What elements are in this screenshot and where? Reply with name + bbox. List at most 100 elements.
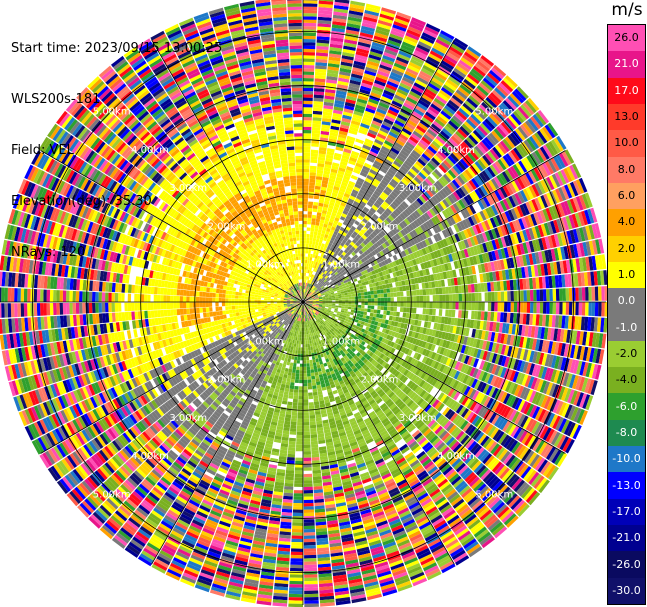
- ppi-gate: [315, 55, 328, 60]
- ppi-gate: [317, 277, 321, 281]
- ppi-gate: [353, 110, 364, 117]
- ppi-gate: [341, 213, 347, 218]
- ppi-gate: [430, 123, 442, 133]
- ppi-gate: [458, 302, 463, 310]
- ppi-gate: [338, 167, 346, 173]
- ppi-gate: [394, 59, 408, 68]
- ppi-gate: [368, 98, 379, 105]
- ppi-gate: [399, 307, 404, 313]
- ppi-gate: [471, 302, 476, 311]
- ppi-gate: [316, 36, 330, 41]
- ppi-gate: [340, 61, 353, 67]
- ppi-gate: [438, 112, 450, 123]
- ppi-gate: [312, 264, 315, 268]
- ppi-gate: [319, 271, 323, 275]
- ppi-gate: [401, 105, 413, 114]
- ppi-gate: [306, 233, 310, 238]
- ppi-gate: [559, 302, 563, 315]
- ppi-gate: [305, 246, 309, 251]
- ppi-gate: [356, 225, 362, 232]
- ppi-gate: [520, 290, 524, 302]
- ppi-gate: [315, 68, 327, 73]
- ppi-gate: [374, 302, 378, 306]
- ppi-gate: [303, 250, 306, 254]
- ppi-gate: [329, 50, 342, 55]
- ppi-gate: [370, 123, 381, 130]
- ppi-gate: [411, 17, 426, 26]
- ppi-gate: [364, 308, 368, 312]
- ppi-gate: [312, 274, 315, 279]
- ppi-gate: [367, 171, 376, 178]
- ppi-gate: [316, 269, 320, 273]
- ppi-gate: [422, 289, 427, 296]
- ppi-gate: [311, 218, 316, 222]
- ppi-gate: [387, 39, 401, 47]
- ppi-gate: [374, 138, 384, 146]
- ppi-gate: [314, 255, 318, 259]
- ppi-gate: [328, 181, 335, 186]
- ppi-gate: [342, 48, 356, 55]
- ppi-gate: [315, 261, 318, 266]
- ppi-gate: [315, 52, 329, 57]
- ppi-gate: [317, 273, 321, 278]
- ppi-gate: [308, 283, 310, 287]
- ppi-gate: [393, 62, 407, 71]
- ppi-gate: [350, 291, 355, 295]
- ppi-gate: [389, 150, 398, 158]
- ppi-gate: [312, 126, 321, 131]
- ppi-gate: [341, 306, 345, 309]
- ppi-gate: [303, 214, 308, 218]
- ppi-gate: [314, 283, 318, 287]
- ppi-gate: [308, 291, 312, 295]
- ppi-gate: [311, 281, 315, 286]
- ppi-gate: [408, 61, 422, 71]
- ppi-gate: [383, 189, 391, 196]
- ppi-gate: [409, 90, 421, 100]
- ppi-gate: [303, 97, 313, 101]
- ppi-gate: [306, 286, 308, 290]
- ppi-gate: [365, 6, 380, 14]
- ppi-gate: [318, 278, 322, 282]
- ppi-gate: [329, 254, 333, 259]
- ppi-gate: [455, 293, 459, 302]
- ppi-gate: [399, 286, 403, 292]
- ppi-gate: [330, 40, 343, 46]
- ppi-gate: [309, 175, 316, 180]
- ppi-gate: [342, 114, 352, 120]
- ppi-gate: [342, 221, 349, 226]
- ppi-gate: [359, 189, 366, 195]
- ppi-gate: [476, 60, 490, 72]
- ppi-gate: [313, 107, 323, 112]
- ppi-gate: [463, 51, 478, 63]
- ppi-gate: [370, 166, 379, 173]
- ppi-gate: [345, 215, 352, 221]
- ppi-gate: [303, 129, 312, 134]
- ppi-gate: [358, 298, 362, 302]
- ppi-gate: [382, 161, 391, 169]
- ppi-gate: [453, 91, 466, 102]
- ppi-gate: [424, 88, 437, 98]
- ppi-gate: [403, 38, 417, 47]
- ppi-gate: [303, 292, 304, 296]
- ppi-gate: [303, 45, 316, 50]
- ppi-gate: [351, 296, 355, 300]
- ppi-gate: [326, 72, 339, 78]
- ppi-gate: [390, 128, 400, 136]
- ppi-gate: [367, 132, 377, 139]
- ppi-gate: [362, 76, 375, 83]
- ppi-gate: [432, 288, 436, 295]
- ppi-gate: [331, 27, 345, 33]
- ppi-gate: [432, 308, 436, 316]
- ppi-gate: [397, 53, 411, 62]
- ppi-gate: [303, 263, 305, 267]
- ppi-gate: [408, 154, 417, 163]
- ppi-gate: [369, 150, 378, 158]
- ppi-gate: [303, 185, 309, 189]
- ppi-gate: [382, 314, 387, 320]
- ppi-gate: [335, 214, 341, 219]
- ppi-gate: [321, 209, 327, 215]
- ppi-gate: [418, 99, 430, 109]
- ppi-gate: [442, 84, 455, 94]
- ppi-gate: [422, 64, 436, 74]
- ppi-gate: [334, 227, 340, 233]
